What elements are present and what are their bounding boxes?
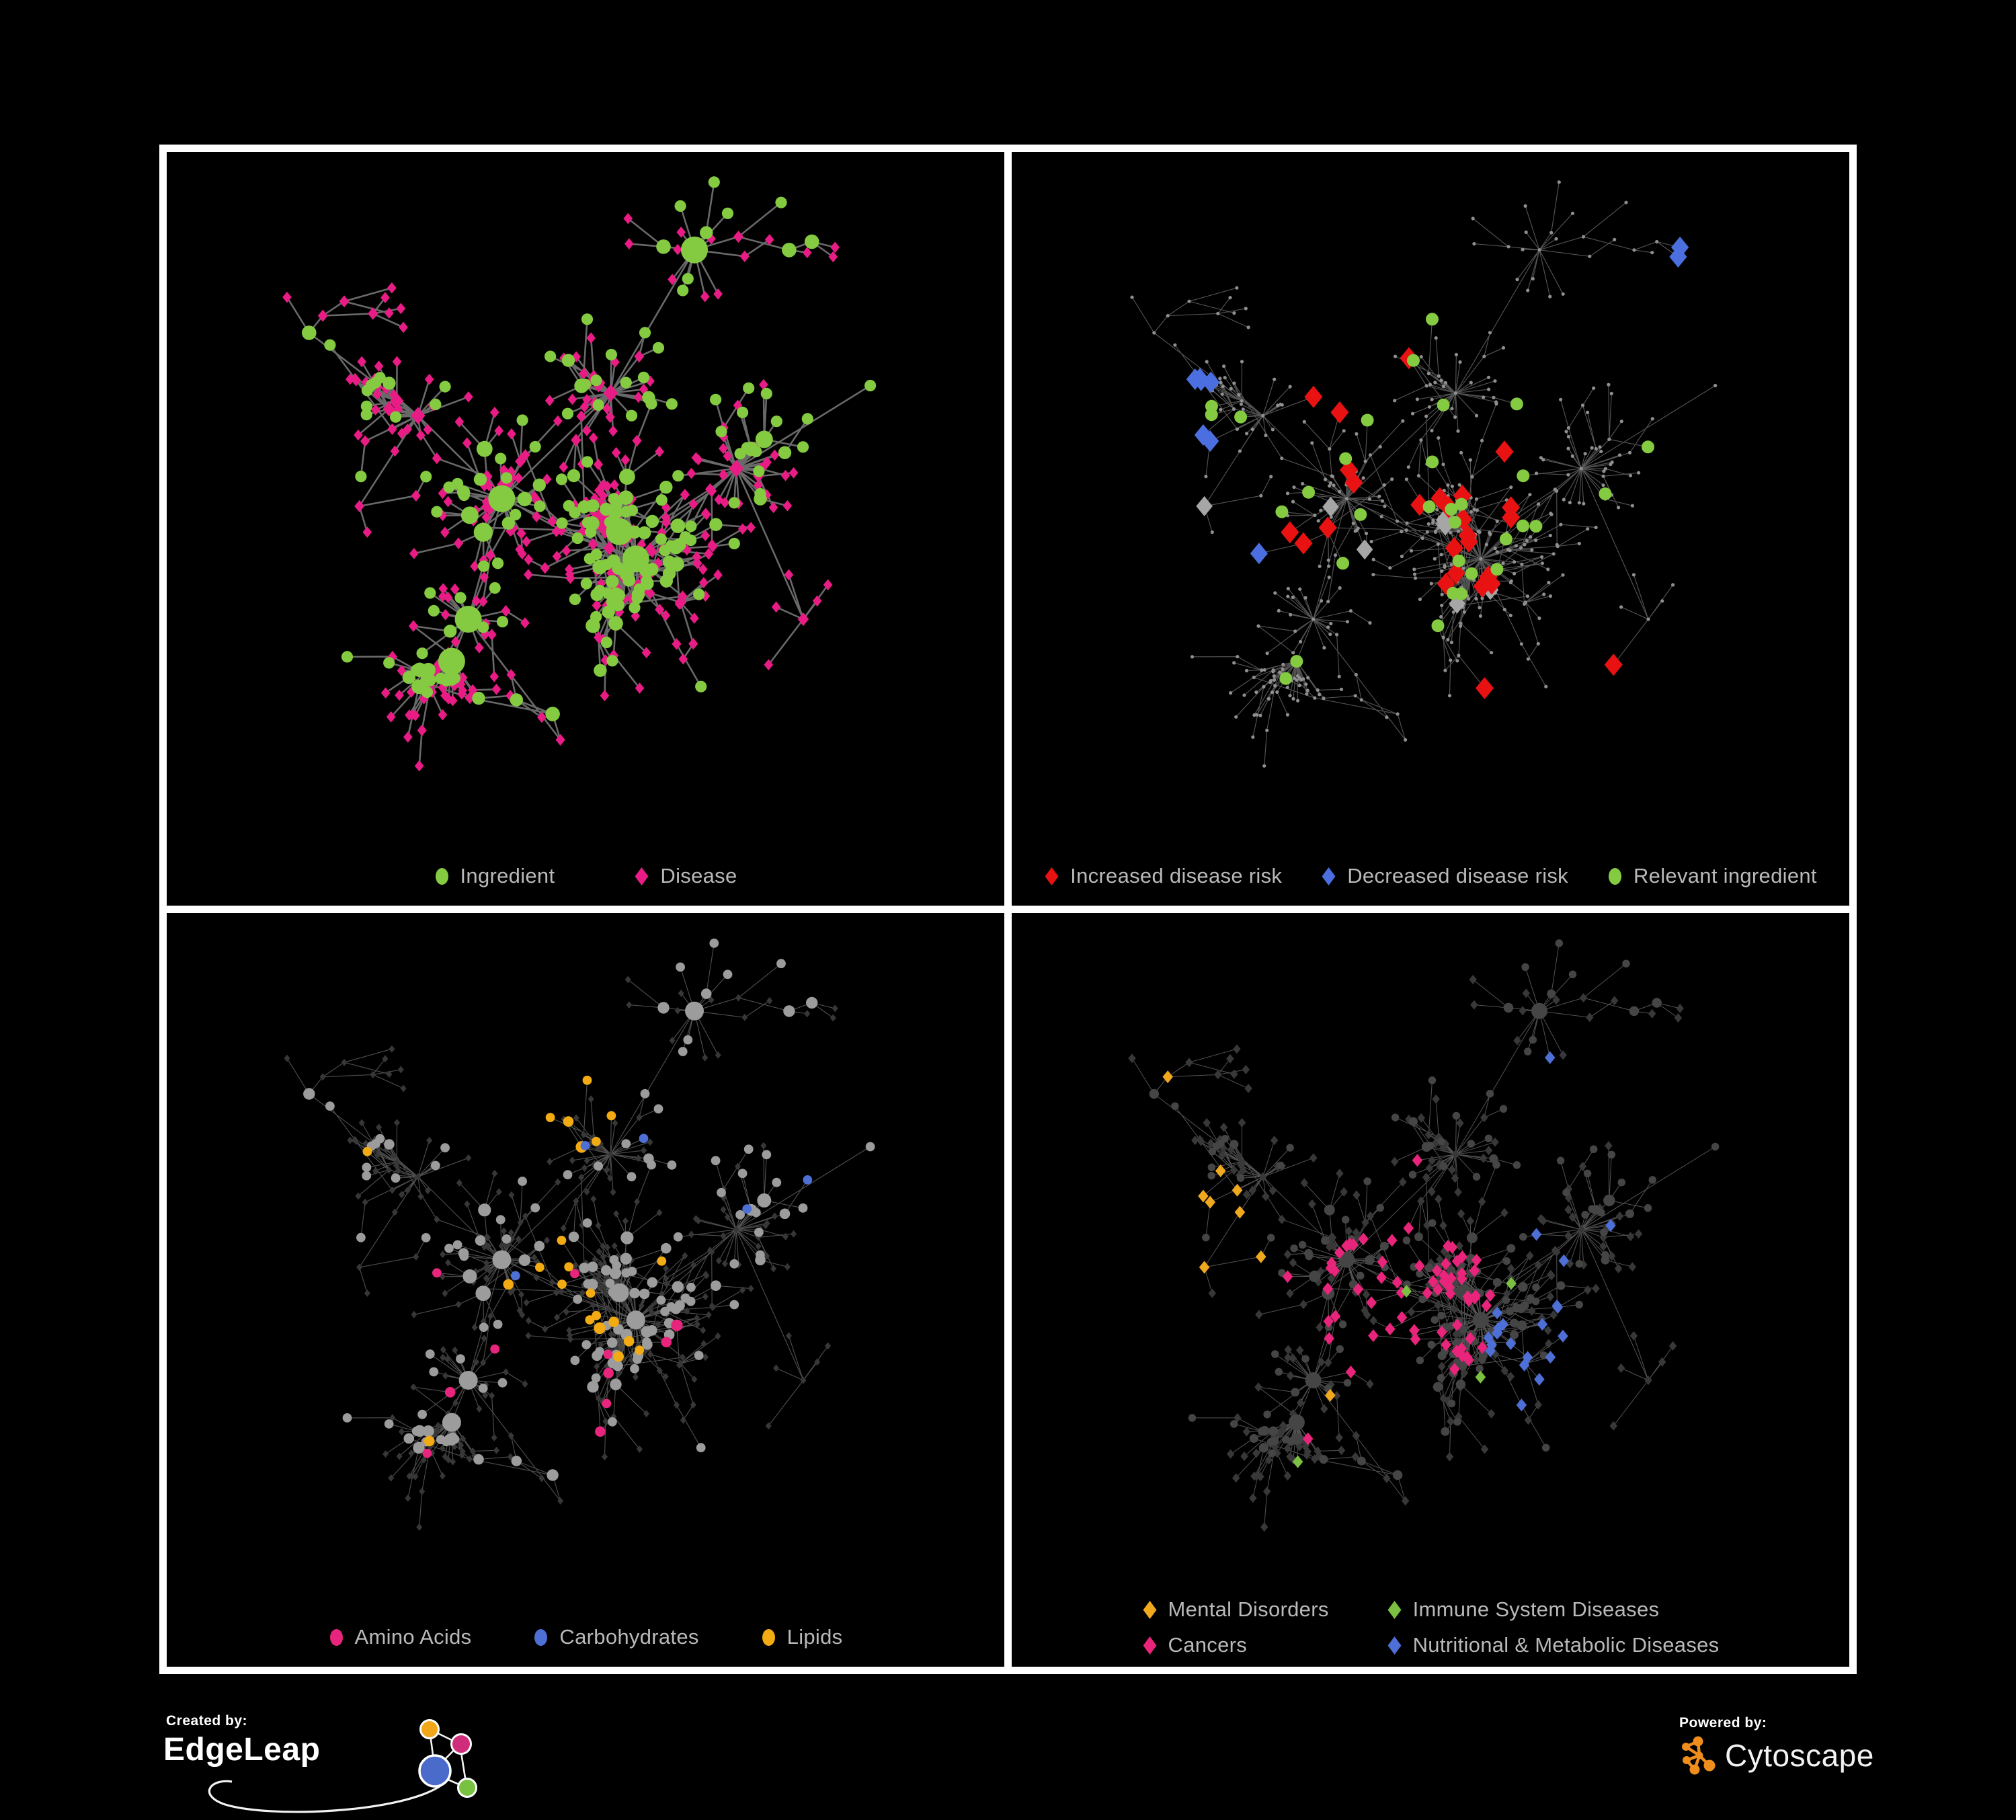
legend-disease-categories: Mental Disorders Immune System Diseases Ca… <box>1012 1597 1849 1657</box>
legend-label: Cancers <box>1168 1633 1248 1657</box>
legend-item: Nutritional & Metabolic Diseases <box>1387 1633 1720 1657</box>
legend-item: Mental Disorders <box>1142 1597 1329 1622</box>
legend-diamond-icon <box>1387 1600 1402 1619</box>
legend-label: Amino Acids <box>354 1625 472 1649</box>
cytoscape-credit: Powered by: Cytoscape <box>1679 1715 1962 1803</box>
panel-ingredient-disease: Ingredient Disease <box>167 152 1004 906</box>
legend-item: Carbohydrates <box>533 1625 698 1649</box>
legend-label: Immune System Diseases <box>1412 1597 1660 1621</box>
legend-label: Disease <box>660 864 737 887</box>
cytoscape-wordmark: Cytoscape <box>1725 1738 1874 1773</box>
legend-item: Amino Acids <box>329 1625 472 1649</box>
legend-item: Decreased disease risk <box>1321 864 1568 888</box>
legend-ingredient-disease: Ingredient Disease <box>167 864 1004 888</box>
legend-label: Ingredient <box>460 864 555 887</box>
legend-diamond-icon <box>635 867 649 885</box>
legend-label: Mental Disorders <box>1168 1597 1329 1621</box>
legend-label: Decreased disease risk <box>1347 864 1568 887</box>
edgeleap-wordmark: EdgeLeap <box>163 1732 321 1768</box>
legend-ingredient-classes: Amino Acids Carbohydrates Lipids <box>167 1625 1004 1649</box>
legend-diamond-icon <box>1387 1636 1402 1655</box>
legend-item: Ingredient <box>434 864 555 888</box>
network-ingredient-classes <box>284 939 875 1531</box>
panel-grid: Ingredient Disease Increased disease risk… <box>159 145 1857 1674</box>
legend-diamond-icon <box>1143 1636 1157 1655</box>
network-ingredient-disease <box>282 176 877 772</box>
legend-label: Relevant ingredient <box>1634 864 1817 887</box>
powered-by-label: Powered by: <box>1679 1715 1767 1731</box>
legend-diamond-icon <box>1045 867 1059 885</box>
legend-diamond-icon <box>1143 1600 1157 1619</box>
edgeleap-credit: Created by: EdgeLeap <box>159 1711 509 1819</box>
legend-item: Increased disease risk <box>1044 864 1282 888</box>
network-disease-risk <box>1130 180 1718 768</box>
legend-label: Carbohydrates <box>559 1625 699 1649</box>
network-disease-categories <box>1128 939 1720 1532</box>
panel-ingredient-classes: Amino Acids Carbohydrates Lipids <box>167 913 1004 1667</box>
panel-disease-risk: Increased disease risk Decreased disease … <box>1012 152 1849 906</box>
panel-disease-categories: Mental Disorders Immune System Diseases Ca… <box>1012 913 1849 1667</box>
created-by-label: Created by: <box>166 1713 248 1729</box>
legend-item: Cancers <box>1142 1633 1329 1657</box>
legend-circle-icon <box>329 1628 343 1646</box>
legend-item: Lipids <box>761 1625 843 1649</box>
legend-circle-icon <box>534 1628 548 1646</box>
legend-label: Nutritional & Metabolic Diseases <box>1412 1633 1720 1657</box>
legend-label: Increased disease risk <box>1070 864 1283 887</box>
legend-circle-icon <box>435 867 448 885</box>
edgeleap-logo-icon <box>208 1719 477 1813</box>
legend-item: Disease <box>634 864 737 888</box>
legend-circle-icon <box>762 1628 775 1646</box>
legend-circle-icon <box>1609 867 1621 885</box>
legend-disease-risk: Increased disease risk Decreased disease … <box>1012 864 1849 888</box>
cytoscape-logo-icon <box>1682 1736 1716 1775</box>
legend-diamond-icon <box>1322 867 1336 885</box>
legend-label: Lipids <box>787 1625 843 1649</box>
legend-item: Relevant ingredient <box>1607 864 1817 888</box>
legend-item: Immune System Diseases <box>1387 1597 1720 1622</box>
